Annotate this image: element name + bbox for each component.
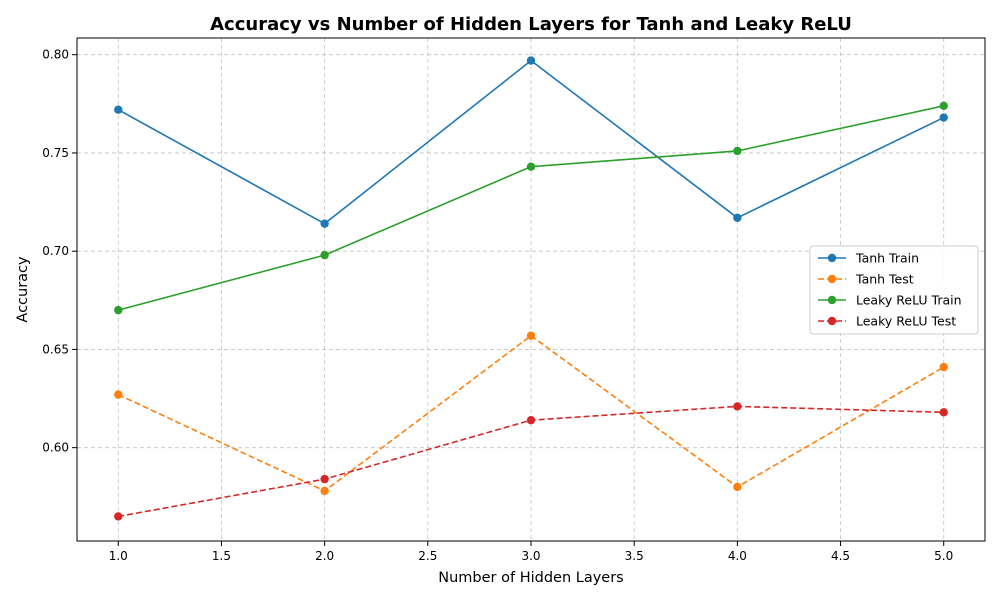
x-tick-label: 3.5 bbox=[625, 549, 644, 563]
leaky-relu-train-point bbox=[526, 162, 536, 171]
tanh-test-point bbox=[114, 390, 123, 399]
x-tick-label: 3.0 bbox=[521, 549, 540, 563]
x-tick-label: 1.0 bbox=[109, 549, 128, 563]
y-axis-label: Accuracy bbox=[15, 256, 31, 323]
y-tick-label: 0.75 bbox=[42, 146, 69, 160]
leaky-relu-train-point bbox=[114, 305, 123, 315]
leaky-relu-train-point bbox=[320, 250, 329, 260]
series-leaky-relu-train bbox=[114, 101, 948, 315]
legend-label: Tanh Test bbox=[855, 272, 914, 287]
tanh-test-point bbox=[939, 362, 948, 372]
legend-item-leaky-relu-train: Leaky ReLU Train bbox=[818, 293, 962, 308]
leaky-relu-test-point bbox=[939, 408, 948, 417]
leaky-relu-train-point bbox=[939, 101, 948, 110]
y-axis-ticks: 0.60 0.65 0.70 0.75 0.80 bbox=[42, 48, 77, 455]
leaky-relu-train-point bbox=[733, 146, 742, 156]
legend-swatch-marker bbox=[827, 253, 837, 263]
series-tanh-train bbox=[114, 56, 948, 228]
chart-title: Accuracy vs Number of Hidden Layers for … bbox=[210, 14, 852, 35]
legend-box bbox=[809, 245, 979, 335]
tanh-train-point bbox=[114, 105, 123, 114]
tanh-train-point bbox=[733, 213, 742, 222]
legend-item-tanh-test: Tanh Test bbox=[818, 272, 914, 287]
legend-label: Leaky ReLU Test bbox=[856, 314, 956, 329]
leaky-relu-test-point bbox=[320, 474, 329, 484]
leaky-relu-test-point bbox=[114, 512, 123, 521]
tanh-test-line bbox=[117, 334, 945, 492]
x-tick-label: 5.0 bbox=[934, 549, 953, 563]
legend: Tanh Train Tanh Test Leaky ReLU Train Leaky… bbox=[809, 245, 979, 335]
leaky-relu-test-point bbox=[733, 402, 742, 411]
legend-swatch-marker bbox=[827, 295, 837, 305]
legend-item-tanh-train: Tanh Train bbox=[818, 251, 919, 266]
tanh-test-point bbox=[320, 486, 329, 496]
tanh-test-point bbox=[733, 482, 742, 492]
leaky-relu-test-point bbox=[526, 415, 536, 425]
legend-swatch-marker bbox=[827, 316, 837, 326]
series-leaky-relu-test bbox=[114, 402, 948, 521]
x-tick-label: 4.5 bbox=[831, 549, 850, 563]
plot-series bbox=[114, 56, 948, 521]
x-axis-ticks: 1.0 1.5 2.0 2.5 3.0 3.5 4.0 4.5 5.0 bbox=[109, 541, 953, 563]
legend-label: Tanh Train bbox=[855, 251, 919, 266]
y-tick-label: 0.60 bbox=[42, 441, 69, 455]
tanh-train-point bbox=[939, 113, 948, 122]
legend-label: Leaky ReLU Train bbox=[856, 293, 962, 308]
y-tick-label: 0.80 bbox=[42, 48, 69, 62]
x-tick-label: 2.5 bbox=[418, 549, 437, 563]
tanh-train-point bbox=[526, 56, 536, 65]
series-tanh-test bbox=[114, 331, 948, 496]
x-tick-label: 1.5 bbox=[212, 549, 231, 563]
y-tick-label: 0.65 bbox=[42, 342, 69, 356]
x-tick-label: 2.0 bbox=[315, 549, 334, 563]
tanh-train-point bbox=[320, 219, 329, 228]
y-tick-label: 0.70 bbox=[42, 244, 69, 258]
legend-swatch-marker bbox=[827, 274, 837, 284]
x-axis-label: Number of Hidden Layers bbox=[438, 570, 623, 586]
tanh-test-point bbox=[526, 331, 536, 340]
legend-item-leaky-relu-test: Leaky ReLU Test bbox=[818, 314, 956, 329]
x-tick-label: 4.0 bbox=[728, 549, 747, 563]
